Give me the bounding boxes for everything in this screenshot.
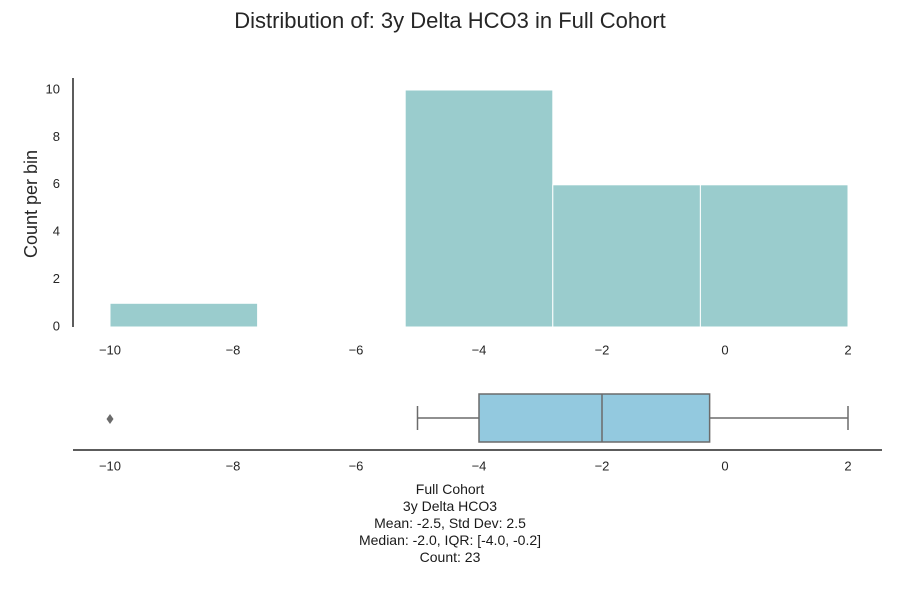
x-tick-label: −6 xyxy=(349,458,364,473)
x-tick-label: −10 xyxy=(99,342,121,357)
x-tick-label: −4 xyxy=(472,342,487,357)
x-tick-label: −4 xyxy=(472,458,487,473)
stats-line-count: Count: 23 xyxy=(419,549,481,565)
outlier-point xyxy=(106,414,114,424)
chart-title: Distribution of: 3y Delta HCO3 in Full C… xyxy=(234,8,666,33)
x-tick-label: 2 xyxy=(844,342,851,357)
x-tick-label: −2 xyxy=(595,342,610,357)
summary-stats: Full Cohort 3y Delta HCO3 Mean: -2.5, St… xyxy=(0,481,900,566)
x-tick-label: −6 xyxy=(349,342,364,357)
histogram-bar xyxy=(109,302,259,328)
x-tick-label: 0 xyxy=(721,458,728,473)
histogram-panel: 0 2 4 6 8 10 −10 −8 −6 −4 −2 0 2 xyxy=(46,78,852,357)
x-tick-label: −8 xyxy=(226,458,241,473)
boxplot-panel: −10 −8 −6 −4 −2 0 2 xyxy=(73,393,882,473)
x-tick-label: 2 xyxy=(844,458,851,473)
y-tick-label: 4 xyxy=(53,224,60,239)
stats-line-group: Full Cohort xyxy=(415,481,485,497)
y-tick-label: 2 xyxy=(53,271,60,286)
stats-line-median-iqr: Median: -2.0, IQR: [-4.0, -0.2] xyxy=(358,532,542,548)
iqr-box xyxy=(478,393,711,443)
x-tick-label: −10 xyxy=(99,458,121,473)
y-tick-label: 10 xyxy=(46,81,60,96)
stats-line-variable: 3y Delta HCO3 xyxy=(402,498,498,514)
histogram-bar xyxy=(404,89,554,328)
histogram-bar xyxy=(552,184,701,328)
y-axis-label: Count per bin xyxy=(21,150,41,258)
y-tick-label: 6 xyxy=(53,176,60,191)
y-tick-label: 0 xyxy=(53,318,60,333)
histogram-bar xyxy=(699,184,849,328)
y-tick-label: 8 xyxy=(53,129,60,144)
stats-line-mean-sd: Mean: -2.5, Std Dev: 2.5 xyxy=(374,515,526,531)
x-tick-label: −8 xyxy=(226,342,241,357)
x-tick-label: −2 xyxy=(595,458,610,473)
x-tick-label: 0 xyxy=(721,342,728,357)
